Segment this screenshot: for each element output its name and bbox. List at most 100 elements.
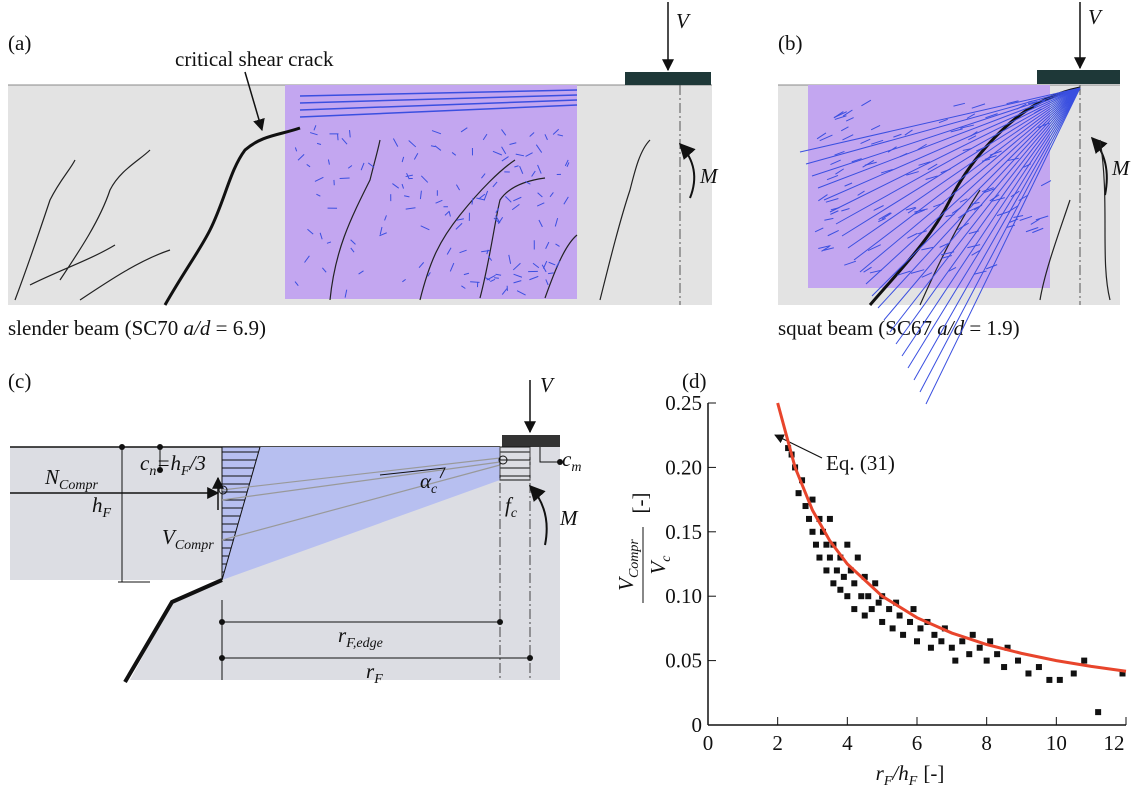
dic-vector bbox=[844, 182, 853, 187]
dic-vector bbox=[511, 203, 520, 211]
dic-vector bbox=[476, 197, 485, 201]
data-point bbox=[809, 528, 816, 535]
x-tick-label: 4 bbox=[842, 731, 853, 755]
dic-vector bbox=[350, 247, 355, 253]
data-point bbox=[854, 554, 861, 561]
dic-vector bbox=[897, 270, 911, 276]
label-unit: [-] bbox=[923, 761, 944, 785]
dic-vector bbox=[910, 269, 925, 274]
label-base: V bbox=[646, 560, 670, 575]
dic-vector bbox=[989, 150, 1002, 156]
symbol-base: r bbox=[338, 623, 347, 647]
caption-italic: a/d bbox=[184, 316, 211, 340]
dic-vector bbox=[481, 173, 486, 179]
symbol-base: h bbox=[92, 493, 103, 517]
dic-vector bbox=[434, 145, 442, 151]
dic-vector bbox=[941, 255, 952, 259]
dic-vector bbox=[938, 118, 948, 124]
dic-vector bbox=[983, 187, 996, 194]
dic-vector bbox=[307, 228, 314, 235]
symbol-sub: Compr bbox=[175, 538, 214, 553]
y-tick-label: 0.10 bbox=[665, 584, 702, 608]
dic-vector bbox=[917, 230, 927, 235]
dic-vector bbox=[823, 87, 1081, 201]
dic-vector bbox=[427, 272, 431, 277]
dic-vector bbox=[1027, 101, 1038, 105]
dic-vector bbox=[564, 159, 569, 167]
dic-vector bbox=[940, 251, 955, 256]
data-point bbox=[907, 618, 914, 625]
dic-vector bbox=[471, 198, 474, 205]
dic-vector bbox=[919, 87, 1081, 393]
data-point bbox=[861, 612, 868, 619]
dic-vector bbox=[933, 202, 944, 208]
data-point bbox=[879, 618, 886, 625]
dic-vector bbox=[563, 196, 569, 205]
data-point bbox=[952, 657, 959, 664]
dic-field bbox=[285, 85, 577, 299]
dic-vector bbox=[299, 99, 578, 111]
dic-vector bbox=[951, 207, 962, 214]
dic-vector bbox=[867, 244, 881, 252]
dic-vector bbox=[907, 87, 1081, 369]
load-plate bbox=[502, 435, 560, 447]
symbol-sub: F,edge bbox=[345, 636, 383, 651]
moment-arrow bbox=[1090, 136, 1108, 196]
data-point bbox=[914, 638, 920, 645]
data-point bbox=[889, 625, 896, 632]
data-point bbox=[1119, 670, 1126, 677]
dic-vector bbox=[309, 132, 318, 136]
dic-vector bbox=[814, 227, 824, 233]
dic-vector bbox=[495, 207, 500, 213]
dic-vector bbox=[392, 138, 399, 147]
dic-vector bbox=[314, 176, 324, 182]
x-tick-label: 2 bbox=[772, 731, 783, 755]
dic-vector bbox=[907, 207, 917, 214]
dic-vector bbox=[948, 266, 957, 272]
dic-vector bbox=[548, 272, 554, 275]
data-point bbox=[938, 638, 945, 645]
symbol-sub: F bbox=[180, 464, 190, 479]
moment-arrow bbox=[528, 484, 548, 546]
dic-vector bbox=[537, 164, 542, 174]
dic-vector bbox=[444, 210, 450, 216]
dic-vector bbox=[459, 249, 467, 254]
dic-vector bbox=[968, 230, 979, 235]
dic-vector bbox=[1008, 205, 1019, 212]
dic-vector bbox=[566, 162, 570, 168]
data-point bbox=[837, 554, 844, 561]
dic-vector bbox=[326, 241, 332, 244]
dic-vector bbox=[971, 201, 980, 205]
dic-vector bbox=[1016, 103, 1027, 110]
dic-vector bbox=[1018, 194, 1029, 202]
data-point bbox=[966, 651, 973, 658]
dic-vector bbox=[504, 195, 512, 203]
dic-vector bbox=[834, 111, 847, 118]
label-sub: Compr bbox=[627, 539, 642, 578]
dic-vector bbox=[967, 244, 981, 249]
data-point bbox=[837, 586, 844, 593]
symbol-sub: F bbox=[102, 506, 112, 521]
data-point bbox=[900, 631, 907, 638]
data-point bbox=[983, 657, 990, 664]
dic-vector bbox=[513, 196, 522, 202]
dic-vector bbox=[973, 270, 987, 275]
struts bbox=[221, 457, 501, 541]
dic-vector bbox=[435, 199, 443, 204]
data-point bbox=[994, 651, 1001, 658]
dic-vector bbox=[304, 255, 310, 263]
data-point bbox=[816, 515, 823, 522]
y-tick-label: 0.20 bbox=[665, 455, 702, 479]
cracks bbox=[14, 139, 651, 301]
dic-vector bbox=[901, 87, 1081, 357]
dic-vector bbox=[529, 132, 535, 137]
dic-vector bbox=[451, 152, 457, 156]
data-point bbox=[826, 515, 833, 522]
data-point bbox=[858, 593, 865, 600]
label-sub: F bbox=[883, 774, 893, 789]
dic-vector bbox=[945, 213, 955, 218]
dic-vector bbox=[878, 217, 886, 223]
dic-vector bbox=[966, 113, 976, 119]
data-point bbox=[959, 638, 966, 645]
